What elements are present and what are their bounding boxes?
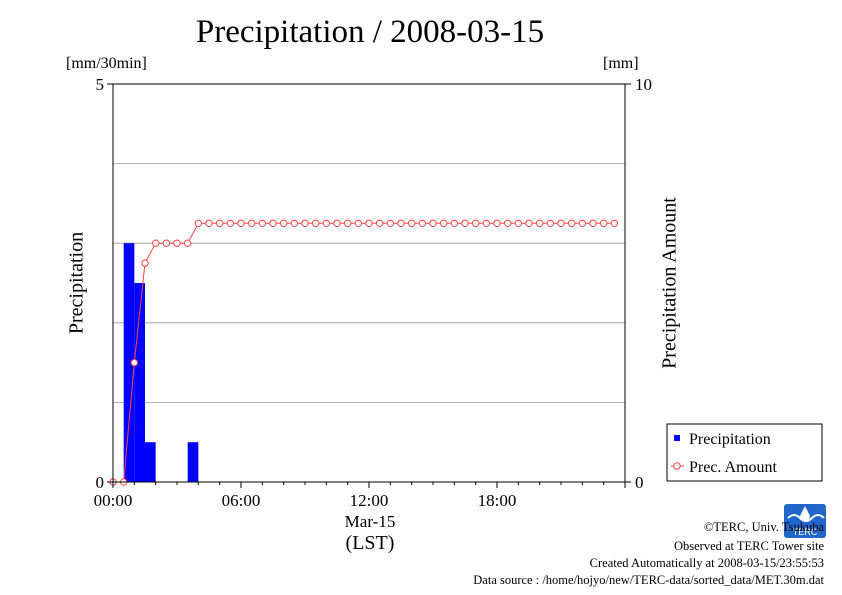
grid-layer	[113, 163, 625, 403]
amount-point	[237, 219, 245, 228]
amount-point	[279, 219, 288, 228]
amount-point	[183, 239, 192, 247]
amount-point	[173, 239, 181, 247]
amount-point	[503, 219, 512, 228]
amount-point	[450, 219, 459, 228]
footer-source: Data source : /home/hojyo/new/TERC-data/…	[473, 573, 824, 587]
amount-point	[471, 219, 480, 228]
amount-point	[418, 219, 427, 228]
amount-point	[535, 219, 544, 228]
x-tick-label: 06:00	[222, 491, 261, 510]
amount-point	[525, 219, 533, 228]
footer-copyright: ©TERC, Univ. Tsukuba	[703, 520, 824, 534]
line-layer	[109, 219, 619, 486]
amount-point	[610, 219, 619, 228]
right-y-tick-label: 0	[635, 473, 644, 492]
logo-text: TERC	[793, 527, 818, 537]
amount-point	[247, 219, 256, 228]
amount-point	[429, 219, 437, 228]
plot-frame	[112, 83, 626, 483]
x-tick-label: 00:00	[94, 491, 133, 510]
left-y-tick-label: 0	[96, 473, 105, 492]
amount-point	[194, 219, 203, 228]
amount-point	[482, 219, 491, 228]
amount-point	[269, 219, 277, 228]
legend-line-label: Prec. Amount	[689, 459, 778, 476]
amount-point	[290, 219, 299, 228]
amount-point	[258, 219, 267, 228]
legend-box	[666, 423, 823, 482]
amount-point	[461, 219, 469, 228]
x-axis-date-label: Mar-15	[344, 512, 396, 531]
x-axis-timezone-label: (LST)	[345, 532, 395, 554]
tick-layer: 00:00 06:00 12:00 18:00 0 5 0 10	[94, 75, 652, 510]
right-axis-unit: [mm]	[603, 55, 639, 72]
amount-point	[514, 219, 523, 228]
amount-point	[493, 219, 501, 228]
amount-point	[578, 219, 587, 228]
amount-point	[375, 219, 384, 228]
footer-created: Created Automatically at 2008-03-15/23:5…	[589, 556, 824, 570]
bar-layer	[123, 243, 199, 482]
bar	[134, 283, 145, 482]
amount-point	[386, 219, 395, 228]
legend: Precipitation Prec. Amount	[666, 423, 823, 482]
amount-point	[407, 219, 416, 228]
amount-point	[557, 219, 565, 228]
amount-point	[546, 219, 555, 228]
amount-point	[333, 219, 341, 228]
amount-point	[322, 219, 331, 228]
x-tick-label: 18:00	[478, 491, 517, 510]
left-y-tick-label: 5	[96, 75, 105, 94]
bar	[123, 243, 135, 482]
amount-point	[141, 259, 149, 267]
amount-point	[215, 219, 224, 228]
amount-point	[162, 239, 171, 247]
amount-point	[589, 219, 597, 228]
amount-point	[567, 219, 576, 228]
amount-point	[343, 219, 352, 228]
amount-point	[439, 219, 448, 228]
amount-point	[311, 219, 320, 228]
chart-title: Precipitation / 2008-03-15	[195, 14, 545, 50]
legend-line-marker	[673, 462, 681, 470]
x-tick-label: 12:00	[350, 491, 389, 510]
bar	[187, 442, 199, 482]
bar	[145, 442, 156, 482]
amount-point	[365, 219, 373, 228]
amount-point	[354, 219, 363, 228]
amount-point	[205, 219, 213, 228]
footer-observed: Observed at TERC Tower site	[673, 539, 824, 553]
amount-point	[301, 219, 309, 228]
left-axis-unit: [mm/30min]	[66, 55, 147, 72]
terc-logo: TERC	[784, 504, 826, 538]
amount-point	[226, 219, 235, 228]
amount-point	[130, 358, 139, 367]
amount-point	[151, 239, 160, 247]
legend-bar-label: Precipitation	[689, 431, 771, 448]
right-y-tick-label: 10	[635, 75, 652, 94]
amount-point	[599, 219, 608, 228]
amount-point	[397, 219, 405, 228]
legend-bar-swatch	[674, 435, 680, 441]
